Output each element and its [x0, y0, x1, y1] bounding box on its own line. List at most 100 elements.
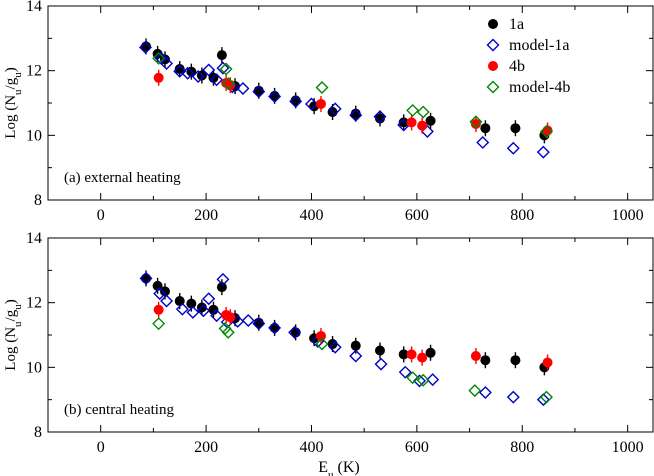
legend-label: 4b: [509, 58, 525, 75]
x-tick-label: 200: [194, 439, 218, 456]
data-point: [315, 330, 326, 341]
y-tick-label: 8: [34, 192, 42, 209]
y-tick-label: 14: [26, 0, 42, 15]
data-point: [416, 105, 430, 119]
y-tick-label: 8: [34, 424, 42, 441]
data-point: [208, 304, 219, 315]
data-point: [221, 77, 235, 91]
data-point: [219, 62, 233, 76]
y-tick-label: 14: [26, 230, 42, 247]
data-point: [540, 390, 553, 404]
data-point: [139, 271, 153, 285]
panel-b: 0 200 400 600 800 1000 8 10 12 14 Log (Nu/gu) (b) c…: [3, 230, 654, 476]
data-point: [216, 50, 227, 61]
legend-label: model-1a: [509, 37, 569, 54]
x-axis-label: Eu (K): [318, 459, 360, 476]
x-tick-label: 200: [194, 207, 218, 224]
data-point: [160, 57, 174, 71]
data-point: [153, 304, 164, 315]
x-tick-label: 1000: [612, 439, 644, 456]
data-point: [173, 64, 187, 78]
data-point: [398, 349, 409, 360]
data-point: [426, 373, 440, 387]
series-model-4b: [152, 51, 553, 138]
x-tick-label: 800: [510, 207, 534, 224]
data-point: [241, 313, 255, 327]
data-point: [373, 110, 387, 124]
data-point: [315, 337, 329, 351]
data-point: [374, 357, 388, 371]
legend-marker: [486, 80, 500, 94]
legend-marker: [486, 38, 500, 52]
data-point: [315, 80, 329, 94]
data-point: [470, 119, 481, 130]
data-point: [202, 292, 216, 306]
series-model-1a: [139, 271, 550, 407]
data-point: [304, 97, 318, 111]
data-point: [425, 347, 436, 358]
data-point: [202, 63, 216, 77]
data-point: [480, 123, 491, 134]
data-point: [268, 90, 282, 104]
y-axis-label: Log (Nu/gu): [3, 67, 24, 138]
y-axis-label: Log (Nu/gu): [3, 299, 24, 370]
data-point: [540, 124, 553, 138]
data-point: [398, 117, 409, 128]
data-point: [191, 69, 205, 83]
x-tick-label: 0: [97, 439, 105, 456]
x-tick-label: 800: [510, 439, 534, 456]
data-point: [225, 80, 236, 91]
data-point: [506, 390, 520, 404]
data-point: [349, 108, 363, 122]
data-point: [252, 85, 266, 99]
data-point: [328, 102, 342, 116]
x-tick-label: 1000: [612, 207, 644, 224]
data-point: [159, 286, 170, 297]
series-4b: [153, 301, 553, 371]
panel-label: (a) external heating: [64, 170, 181, 186]
y-tick-label: 10: [26, 127, 42, 144]
x-tick-label: 600: [405, 439, 429, 456]
data-point: [181, 66, 195, 80]
data-point: [417, 352, 428, 363]
data-point: [417, 120, 428, 131]
data-point: [350, 108, 361, 119]
data-point: [216, 61, 230, 75]
data-point: [210, 309, 224, 323]
data-point: [536, 145, 550, 159]
data-point: [476, 135, 490, 149]
data-point: [196, 304, 210, 318]
data-point: [252, 317, 266, 331]
data-point: [160, 294, 174, 308]
data-point: [269, 322, 280, 333]
data-point: [416, 373, 430, 387]
data-point: [175, 302, 189, 316]
y-tick-label: 10: [26, 359, 42, 376]
data-point: [288, 325, 302, 339]
panel-a: 0 200 400 600 800 1000 8 10 12 14 Log (Nu/gu) (a) e…: [3, 0, 654, 224]
series-model-4b: [152, 317, 553, 404]
x-tick-label: 0: [97, 207, 105, 224]
legend-label: model-4b: [509, 79, 570, 96]
data-point: [470, 351, 481, 362]
data-point: [186, 298, 197, 309]
y-tick-label: 12: [26, 63, 42, 80]
data-point: [425, 115, 436, 126]
data-point: [398, 365, 412, 379]
x-tick-label: 400: [299, 439, 323, 456]
y-tick-label: 12: [26, 295, 42, 312]
legend-marker: [488, 19, 498, 29]
data-point: [225, 312, 236, 323]
data-point: [268, 321, 282, 335]
data-point: [210, 73, 224, 87]
data-point: [510, 123, 521, 134]
data-point: [152, 51, 166, 65]
data-point: [216, 272, 230, 286]
data-point: [542, 357, 553, 368]
data-point: [153, 287, 167, 301]
data-point: [349, 349, 363, 363]
panel-label: (b) central heating: [64, 402, 174, 418]
data-point: [406, 103, 420, 117]
series-1a: [141, 38, 550, 144]
